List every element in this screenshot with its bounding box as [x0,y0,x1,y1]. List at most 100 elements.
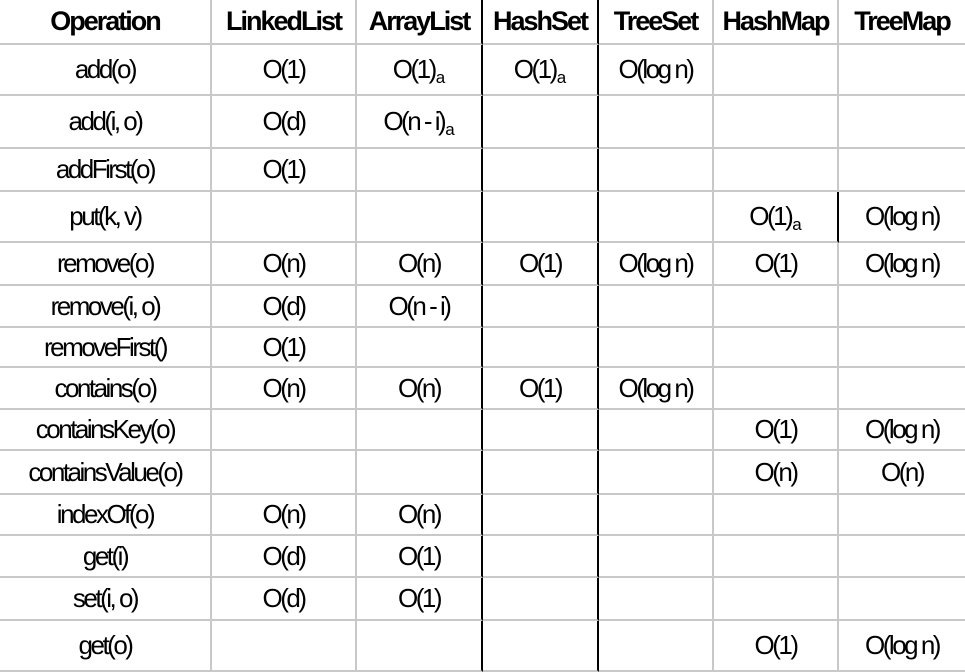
complexity-value: O(n) [262,499,308,529]
row-op-get-i: get(i) [0,536,212,578]
cell-set-i-o-arraylist: O(1) [357,578,483,621]
row-op-put-k-v: put(k, v) [0,192,212,243]
cell-remove-i-o-treemap [839,286,965,328]
cell-add-o-linkedlist: O(1) [212,45,357,96]
complexity-value: O(n) [398,499,443,529]
complexity-value: O(1) [262,54,308,84]
cell-add-i-o-hashset [483,96,599,149]
amortized-subscript: a [556,67,567,87]
complexity-value: O(d) [262,583,308,613]
cell-contains-o-hashset: O(1) [483,368,599,410]
amortized-subscript: a [445,119,455,139]
cell-addfirst-o-arraylist [357,149,483,192]
header-treemap: TreeMap [839,0,965,45]
complexity-value: O(n) [881,456,926,487]
row-op-set-i-o: set(i, o) [0,578,212,621]
cell-set-i-o-treemap [839,578,965,621]
operation-label: addFirst(o) [55,154,157,184]
cell-contains-o-arraylist: O(n) [357,368,483,410]
cell-add-o-hashmap [714,45,839,96]
complexity-value: O(n) [398,248,443,278]
complexity-value: O(1) [519,372,564,403]
operation-label: contains(o) [54,372,158,403]
cell-add-o-treemap [839,45,965,96]
complexity-value: O(n) [262,248,308,278]
row-op-indexof-o: indexOf(o) [0,495,212,536]
row-op-remove-o: remove(o) [0,243,212,286]
row-op-get-o: get(o) [0,621,212,672]
complexity-value: O(1) [398,583,443,613]
operation-label: containsKey(o) [35,414,177,444]
cell-removefirst-hashset [483,328,599,368]
row-op-add-i-o: add(i, o) [0,96,212,149]
header-label: HashMap [722,6,830,36]
cell-add-i-o-linkedlist: O(d) [212,96,357,149]
complexity-value: O(1) [754,248,800,278]
complexity-value: O(log n) [618,248,695,278]
cell-containskey-o-treemap: O(log n) [839,410,965,451]
cell-add-i-o-hashmap [714,96,839,149]
cell-indexof-o-treeset [599,495,714,536]
complexity-value: O(n) [262,372,308,403]
header-operation: Operation [0,0,212,45]
row-op-addfirst-o: addFirst(o) [0,149,212,192]
cell-remove-o-hashset: O(1) [483,243,599,286]
cell-indexof-o-hashmap [714,495,839,536]
amortized-subscript: a [435,67,446,87]
cell-get-i-hashmap [714,536,839,578]
complexity-value: O(1) [754,414,800,444]
row-op-contains-o: contains(o) [0,368,212,410]
cell-get-o-linkedlist [212,621,357,672]
cell-add-i-o-treemap [839,96,965,149]
operation-label: add(i, o) [68,106,144,136]
complexity-value: O(1) [262,154,308,184]
cell-contains-o-treemap [839,368,965,410]
operation-label: add(o) [74,54,138,84]
complexity-value: O(log n) [618,54,695,84]
cell-remove-i-o-hashmap [714,286,839,328]
cell-add-i-o-treeset [599,96,714,149]
header-label: TreeMap [854,6,952,36]
header-label: LinkedList [225,6,343,36]
cell-removefirst-arraylist [357,328,483,368]
complexity-value: O(log n) [865,414,941,444]
cell-get-o-hashmap: O(1) [714,621,839,672]
complexity-value: O(log n) [618,372,695,403]
cell-get-i-linkedlist: O(d) [212,536,357,578]
operation-label: remove(i, o) [50,290,162,321]
complexity-value: O(log n) [865,201,941,231]
cell-remove-o-treeset: O(log n) [599,243,714,286]
complexity-value: O(d) [262,540,308,571]
cell-addfirst-o-hashset [483,149,599,192]
cell-get-o-hashset [483,621,599,672]
cell-containskey-o-hashset [483,410,599,451]
operation-label: set(i, o) [72,583,140,613]
cell-put-k-v-linkedlist [212,192,357,243]
cell-remove-i-o-treeset [599,286,714,328]
cell-indexof-o-treemap [839,495,965,536]
cell-get-o-treeset [599,621,714,672]
complexity-value: O(1) [398,540,443,571]
cell-containskey-o-treeset [599,410,714,451]
cell-remove-o-treemap: O(log n) [839,243,965,286]
header-hashmap: HashMap [714,0,839,45]
row-op-add-o: add(o) [0,45,212,96]
header-label: ArrayList [368,6,472,36]
complexity-value: O(n - i) [388,290,452,321]
cell-indexof-o-linkedlist: O(n) [212,495,357,536]
cell-remove-i-o-arraylist: O(n - i) [357,286,483,328]
cell-indexof-o-arraylist: O(n) [357,495,483,536]
row-op-remove-i-o: remove(i, o) [0,286,212,328]
cell-removefirst-treemap [839,328,965,368]
header-label: Operation [50,6,162,36]
cell-addfirst-o-treemap [839,149,965,192]
complexity-value: O(1) [754,630,800,660]
operation-label: get(i) [82,540,130,571]
cell-addfirst-o-hashmap [714,149,839,192]
cell-remove-i-o-hashset [483,286,599,328]
cell-containsvalue-o-arraylist [357,451,483,495]
row-op-containsvalue-o: containsValue(o) [0,451,212,495]
cell-put-k-v-treeset [599,192,714,243]
complexity-value: O(d) [262,106,308,136]
